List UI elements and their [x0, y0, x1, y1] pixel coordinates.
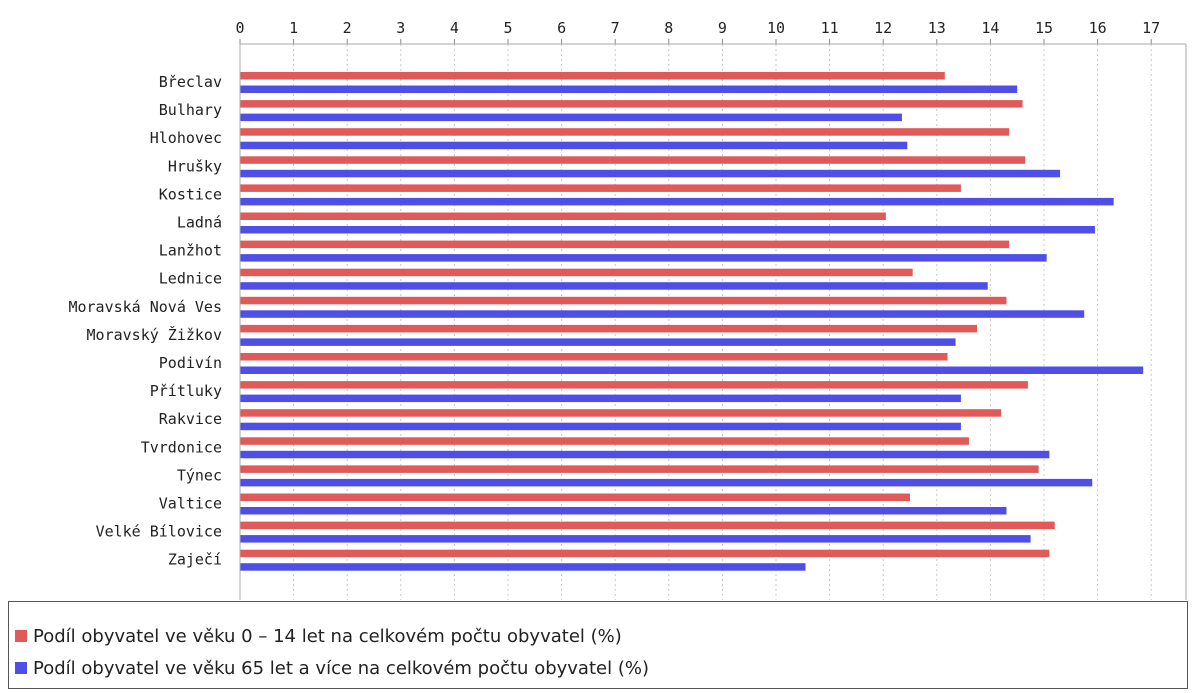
bar-age-65-plus [240, 366, 1144, 374]
bar-age-0-14 [240, 324, 977, 333]
x-tick-label: 13 [928, 19, 946, 37]
bar-age-65-plus [240, 535, 1031, 543]
category-label: Kostice [159, 185, 222, 203]
legend-label: Podíl obyvatel ve věku 0 – 14 let na cel… [33, 625, 622, 647]
category-labels: Břeclav Bulhary Hlohovec Hrušky Kostice Ladná… [68, 73, 222, 569]
bar-age-0-14 [240, 437, 969, 445]
category-label: Lednice [159, 270, 222, 288]
bar-age-65-plus [240, 422, 961, 431]
bar-age-65-plus [240, 478, 1093, 487]
bar-chart: 0 1 2 3 4 5 6 7 8 9 10 11 12 13 14 15 16 17 BřeclavBulhar… [68, 19, 1187, 600]
bar-age-0-14 [240, 240, 1010, 249]
x-tick-label: 8 [664, 19, 673, 37]
bar-age-65-plus [240, 507, 1007, 515]
category-label: Podivín [159, 354, 222, 372]
legend: Podíl obyvatel ve věku 0 – 14 let na cel… [8, 601, 1188, 689]
category-label: Bulhary [159, 101, 222, 119]
category-label: Hrušky [168, 157, 222, 175]
legend-item-series-1: Podíl obyvatel ve věku 0 – 14 let na cel… [15, 624, 622, 648]
bar-age-0-14 [240, 268, 913, 277]
category-label: Lanžhot [159, 242, 222, 260]
bar-age-0-14 [240, 353, 948, 361]
category-label: Zaječí [168, 551, 222, 569]
x-tick-label: 15 [1035, 19, 1053, 37]
category-label: Týnec [177, 466, 222, 484]
bar-age-65-plus [240, 338, 956, 346]
legend-swatch-blue [15, 662, 27, 674]
x-tick-label: 1 [289, 19, 298, 37]
bar-age-65-plus [240, 450, 1050, 459]
x-tick-label: 12 [874, 19, 892, 37]
bar-age-0-14 [240, 409, 1002, 417]
bar-age-65-plus [240, 394, 961, 403]
bar-age-65-plus [240, 282, 988, 290]
bar-age-0-14 [240, 184, 961, 192]
category-label: Rakvice [159, 410, 222, 428]
plot-area [240, 44, 1186, 600]
bar-age-0-14 [240, 493, 910, 501]
x-tick-label: 17 [1142, 19, 1160, 37]
x-tick-label: 16 [1089, 19, 1107, 37]
bar-age-65-plus [240, 85, 1018, 93]
bar-age-65-plus [240, 310, 1085, 318]
x-tick-label: 0 [235, 19, 244, 37]
x-tick-label: 9 [718, 19, 727, 37]
category-label: Hlohovec [150, 129, 222, 147]
category-label: Valtice [159, 495, 222, 513]
legend-item-series-2: Podíl obyvatel ve věku 65 let a více na … [15, 656, 649, 680]
bar-age-0-14 [240, 296, 1007, 305]
x-tick-label: 11 [821, 19, 839, 37]
category-label: Ladná [177, 214, 222, 232]
x-tick-label: 5 [503, 19, 512, 37]
x-tick-label: 10 [767, 19, 785, 37]
legend-swatch-red [15, 630, 27, 642]
category-label: Břeclav [159, 73, 222, 91]
bars [240, 72, 1144, 571]
category-label: Moravská Nová Ves [68, 298, 222, 316]
x-tick-label: 3 [396, 19, 405, 37]
bar-age-65-plus [240, 197, 1114, 206]
x-tick-label: 2 [343, 19, 352, 37]
bar-age-65-plus [240, 226, 1095, 234]
bar-age-65-plus [240, 563, 806, 571]
x-tick-label: 14 [981, 19, 999, 37]
x-tick-label: 4 [450, 19, 459, 37]
bar-age-0-14 [240, 212, 886, 220]
bar-age-0-14 [240, 549, 1050, 558]
bar-age-0-14 [240, 465, 1039, 473]
category-label: Velké Bílovice [96, 523, 222, 541]
bar-age-0-14 [240, 381, 1028, 389]
legend-label: Podíl obyvatel ve věku 65 let a více na … [33, 657, 649, 679]
bar-age-65-plus [240, 113, 902, 122]
bar-age-65-plus [240, 169, 1061, 178]
bar-age-65-plus [240, 254, 1047, 262]
category-label: Moravský Žižkov [87, 325, 222, 344]
bar-age-65-plus [240, 141, 908, 150]
bar-age-0-14 [240, 521, 1055, 530]
x-axis-ticks: 0 1 2 3 4 5 6 7 8 9 10 11 12 13 14 15 16 17 [235, 19, 1160, 44]
bar-age-0-14 [240, 100, 1023, 108]
x-tick-label: 6 [557, 19, 566, 37]
bar-age-0-14 [240, 128, 1010, 136]
bar-age-0-14 [240, 156, 1026, 164]
bar-age-0-14 [240, 72, 945, 80]
x-tick-label: 7 [611, 19, 620, 37]
category-label: Přítluky [150, 382, 222, 400]
category-label: Tvrdonice [141, 438, 222, 456]
